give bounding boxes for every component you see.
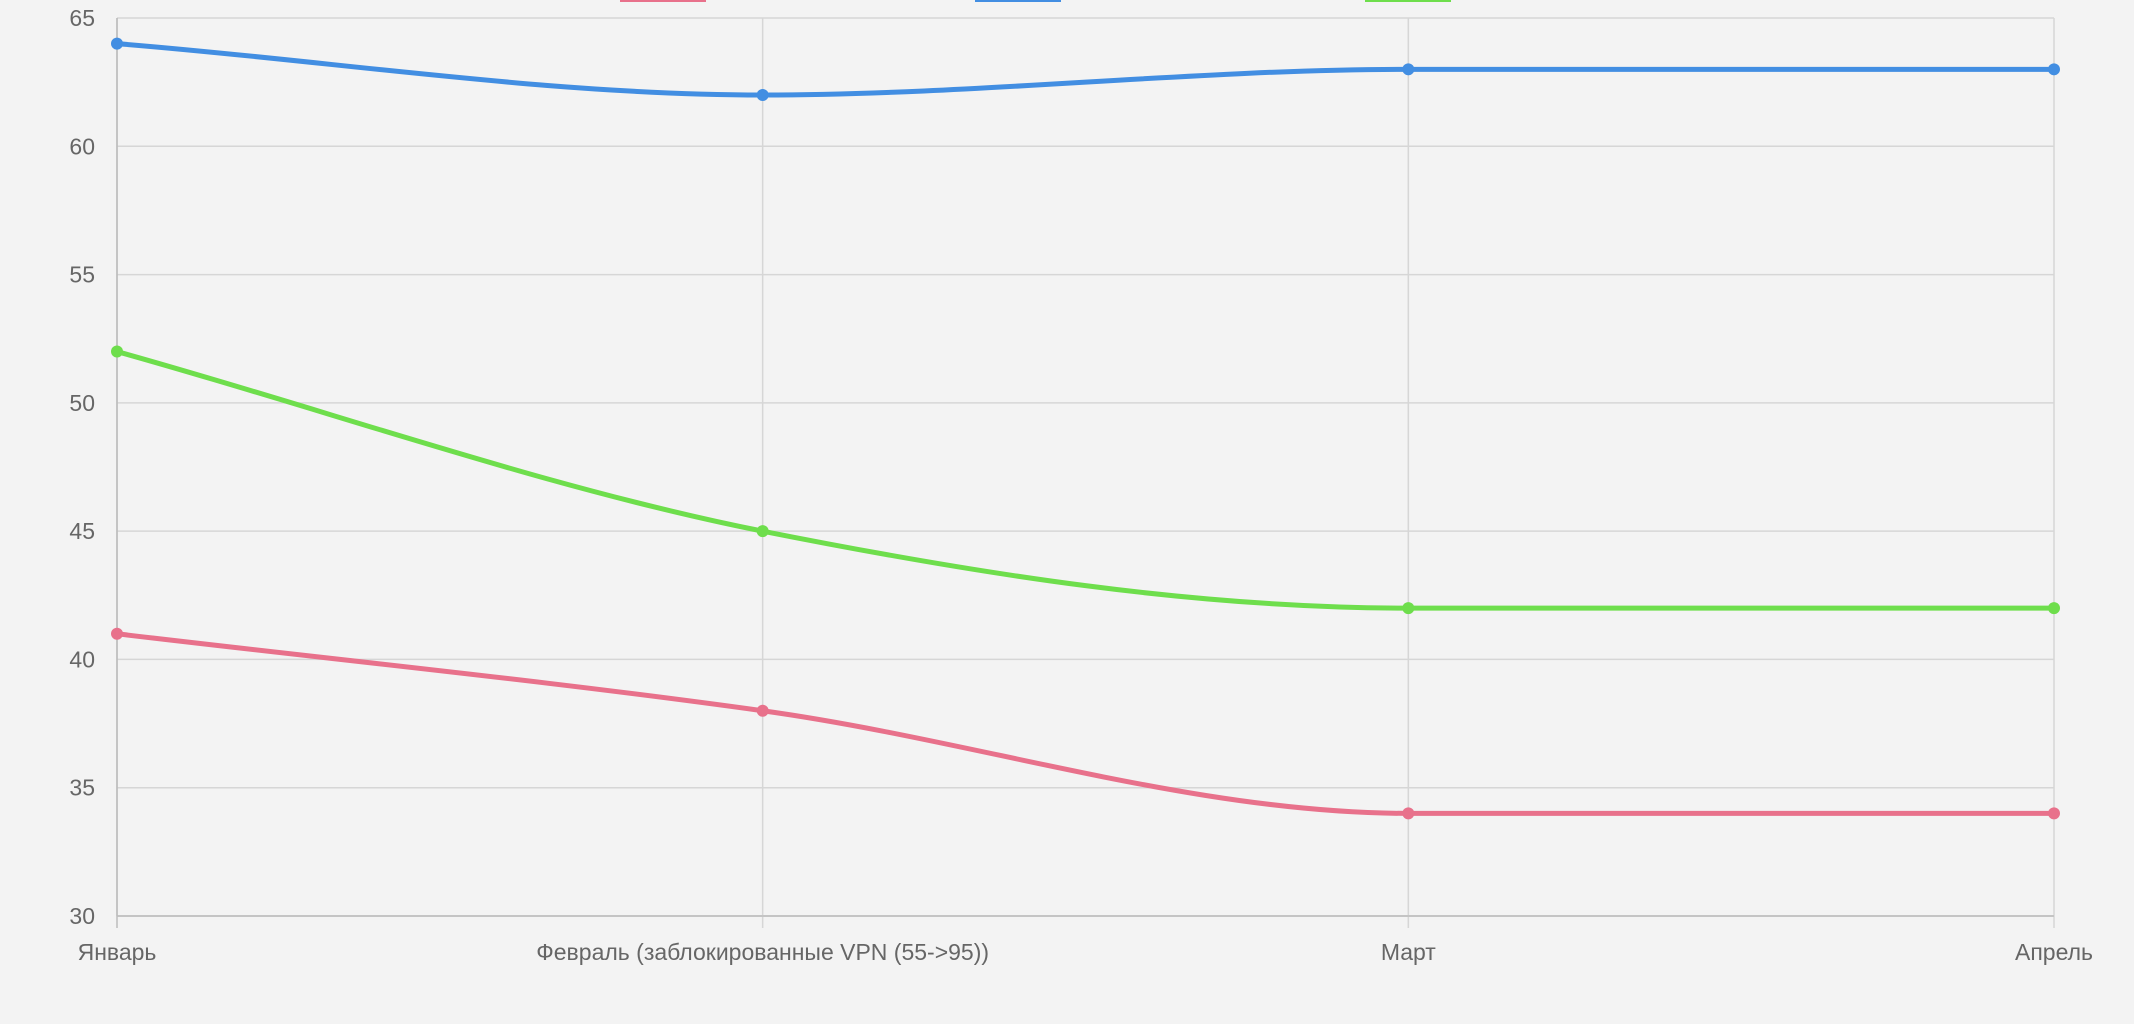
x-tick-label: Март [1381, 939, 1436, 965]
data-point[interactable] [1402, 63, 1415, 76]
data-point[interactable] [1402, 807, 1415, 820]
data-point[interactable] [2048, 63, 2060, 76]
data-point[interactable] [2048, 602, 2060, 615]
y-tick-label: 45 [69, 518, 95, 544]
grid [116, 17, 2055, 928]
data-point[interactable] [111, 345, 123, 358]
y-tick-label: 35 [69, 775, 95, 801]
y-tick-label: 30 [69, 903, 95, 929]
y-tick-label: 65 [69, 5, 95, 31]
data-point[interactable] [756, 704, 769, 717]
x-tick-label: Апрель [2015, 939, 2093, 965]
series-line [114, 41, 2057, 98]
x-tick-label: Февраль (заблокированные VPN (55->95)) [536, 939, 989, 965]
data-point[interactable] [756, 525, 769, 538]
x-tick-label: Январь [78, 939, 157, 965]
data-point[interactable] [111, 37, 123, 50]
legend-swatch[interactable] [975, 0, 1061, 2]
series-line [114, 631, 2057, 816]
y-tick-label: 40 [69, 646, 95, 672]
data-point[interactable] [1402, 602, 1415, 615]
y-tick-label: 60 [69, 133, 95, 159]
series-group [111, 37, 2060, 820]
data-point[interactable] [756, 88, 769, 101]
legend[interactable] [620, 0, 1451, 2]
axes [116, 18, 2054, 917]
series-line [114, 349, 2057, 611]
data-point[interactable] [111, 627, 123, 640]
y-tick-label: 55 [69, 262, 95, 288]
data-point[interactable] [2048, 807, 2060, 820]
y-axis-ticks: 30 35 40 45 50 55 60 65 [69, 5, 95, 929]
x-axis-ticks: Январь Февраль (заблокированные VPN (55->… [78, 939, 2093, 965]
y-tick-label: 50 [69, 390, 95, 416]
legend-swatch[interactable] [620, 0, 706, 2]
legend-swatch[interactable] [1365, 0, 1451, 2]
